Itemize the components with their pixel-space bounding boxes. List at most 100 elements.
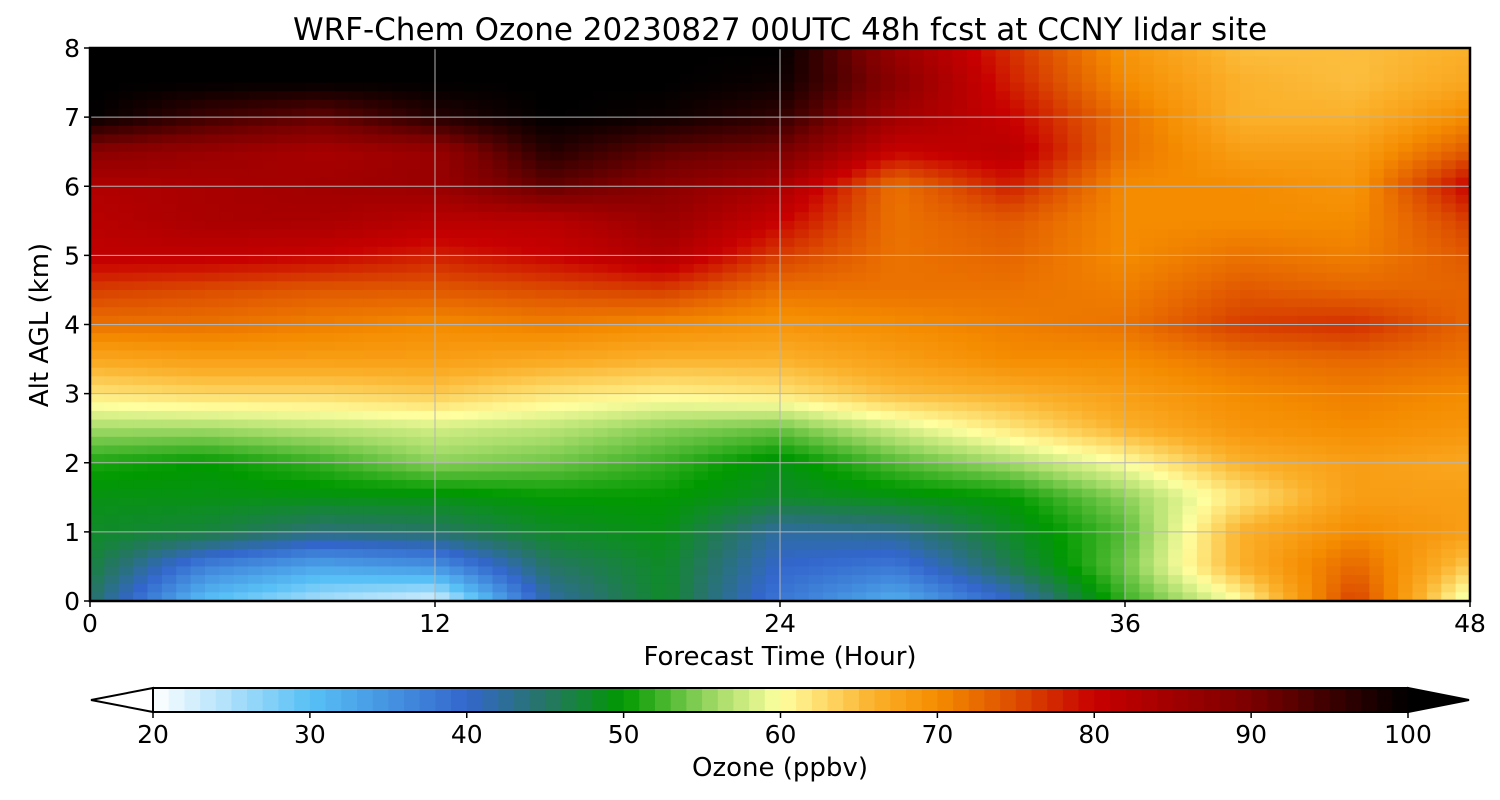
heat-cell [435,238,450,248]
heat-cell [348,203,364,213]
heat-cell [391,436,407,447]
heat-cell [1010,246,1025,256]
heat-cell [1067,341,1083,352]
heat-cell [233,255,249,265]
heat-cell [650,376,666,386]
heat-cell [276,350,292,360]
heat-cell [808,143,824,153]
heat-cell [492,151,508,161]
heat-cell [1311,289,1327,300]
heat-cell [952,488,968,498]
heat-cell [736,428,752,438]
heat-cell [1240,194,1255,205]
heat-cell [1441,143,1457,153]
heat-cell [305,384,321,395]
heat-cell [205,359,220,369]
heat-cell [233,134,249,144]
heat-cell [708,186,724,196]
heat-cell [1297,73,1313,84]
heat-cell [276,264,292,274]
heat-cell [118,341,134,352]
heat-cell [1283,289,1299,300]
heat-cell [1196,298,1212,308]
heat-cell [665,203,680,213]
heat-cell [736,73,752,84]
heat-cell [636,350,652,360]
heat-cell [1168,65,1184,75]
heat-cell [535,393,551,403]
heat-cell [823,125,839,136]
heat-cell [665,376,680,386]
heat-cell [1412,454,1428,464]
heat-cell [262,212,278,222]
heat-cell [665,281,680,291]
heat-cell [765,134,781,144]
heat-cell [1024,117,1040,127]
heat-cell [966,402,982,412]
heat-cell [736,315,752,326]
heat-cell [550,82,565,92]
heat-cell [334,298,350,308]
heat-cell [1196,488,1212,498]
heat-cell [176,289,192,300]
heat-cell [578,410,594,421]
heat-cell [665,151,680,161]
heat-cell [607,264,623,274]
heat-cell [952,238,968,248]
heat-cell [133,117,149,127]
heat-cell [1110,384,1126,395]
heat-cell [1081,134,1097,144]
heat-cell [463,462,479,472]
heat-cell [1326,56,1342,66]
heat-cell [334,73,350,84]
heat-cell [1340,212,1356,222]
heat-cell [118,410,134,421]
heat-cell [851,168,867,179]
heat-cell [1311,168,1327,179]
heat-cell [1225,333,1241,343]
heat-cell [952,186,968,196]
heat-cell [564,125,580,136]
heat-cell [895,480,910,490]
heat-cell [1383,393,1399,403]
heat-cell [161,324,177,334]
heat-cell [248,48,264,58]
heat-cell [607,384,623,395]
heat-cell [521,333,537,343]
heat-cell [348,384,364,395]
heat-cell [938,168,954,179]
heat-cell [291,384,307,395]
heat-cell [1024,160,1040,170]
heat-cell [693,376,709,386]
heat-cell [1110,367,1126,377]
heat-cell [506,402,522,412]
heat-cell [233,48,249,58]
heat-cell [1182,315,1198,326]
heat-cell [334,99,350,110]
heat-cell [1340,445,1356,455]
heat-cell [895,177,910,187]
heat-cell [463,160,479,170]
heat-cell [823,203,839,213]
heat-cell [1081,315,1097,326]
heat-cell [233,65,249,75]
heat-cell [1383,289,1399,300]
heat-cell [1426,108,1442,118]
heat-cell [665,238,680,248]
heat-cell [679,384,695,395]
heat-cell [1297,177,1313,187]
heat-cell [981,333,997,343]
heat-cell [823,488,839,498]
heat-cell [1053,212,1069,222]
heat-cell [262,48,278,58]
heat-cell [1398,480,1414,490]
heat-cell [722,56,738,66]
heat-cell [1038,307,1054,317]
heat-cell [1010,445,1025,455]
heat-cell [291,307,307,317]
heat-cell [823,359,839,369]
heat-cell [1412,264,1428,274]
heat-cell [1254,454,1270,464]
heat-cell [104,324,120,334]
heat-cell [866,384,882,395]
